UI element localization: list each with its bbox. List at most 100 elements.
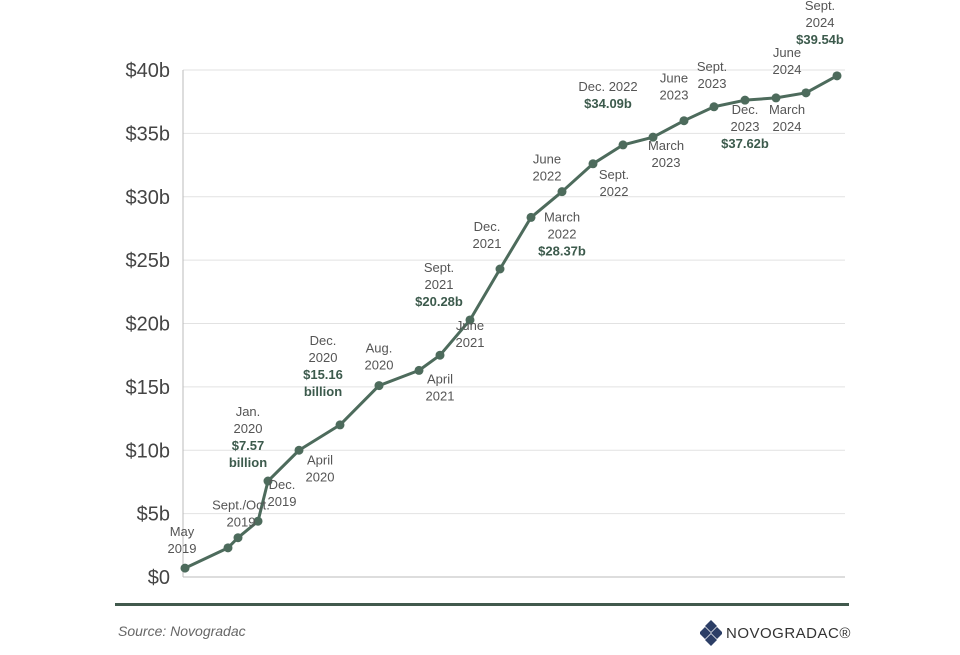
data-point xyxy=(180,563,190,573)
point-label: Dec. 2022 $34.09b xyxy=(578,79,637,111)
point-label: Jan. 2020 $7.57 billion xyxy=(229,404,267,470)
data-point xyxy=(618,140,628,150)
data-point xyxy=(832,71,842,81)
date-label: June xyxy=(773,45,801,60)
date-label: 2019 xyxy=(268,494,297,509)
data-point xyxy=(740,95,750,105)
data-point xyxy=(709,102,719,112)
date-label: Dec. xyxy=(732,102,759,117)
data-point xyxy=(233,533,243,543)
point-label: Dec. 2019 xyxy=(268,477,297,509)
data-point xyxy=(435,350,445,360)
date-label: 2021 xyxy=(425,277,454,292)
point-label: Aug. 2020 xyxy=(365,341,394,373)
y-tick-label: $10b xyxy=(126,440,171,462)
point-label: March 2022 $28.37b xyxy=(538,209,586,258)
date-label: Dec. xyxy=(310,333,337,348)
date-label: 2020 xyxy=(234,421,263,436)
axes xyxy=(182,70,845,578)
footer-divider xyxy=(115,603,849,606)
point-label: Sept. 2022 xyxy=(599,167,629,199)
date-label: 2022 xyxy=(600,184,629,199)
date-label: April xyxy=(307,452,333,467)
value-label: $7.57 xyxy=(232,438,265,453)
y-tick-label: $30b xyxy=(126,187,171,209)
date-label: 2020 xyxy=(365,358,394,373)
brand-name: NOVOGRADAC® xyxy=(726,624,851,642)
date-label: Sept. xyxy=(697,59,727,74)
date-label: Dec. 2022 xyxy=(578,79,637,94)
date-label: June xyxy=(456,318,484,333)
point-label: March 2024 xyxy=(769,102,805,134)
data-point xyxy=(414,365,424,375)
novogradac-logo-icon xyxy=(700,620,722,646)
data-point xyxy=(374,381,384,391)
date-label: 2022 xyxy=(533,169,562,184)
data-point xyxy=(771,93,781,103)
point-label: Dec. 2020 $15.16 billion xyxy=(303,333,343,399)
data-point xyxy=(801,88,811,98)
date-label: Aug. xyxy=(366,341,393,356)
y-tick-labels: $0 $5b $10b $15b $20b $25b $30b $35b $40b xyxy=(126,60,171,589)
y-tick-label: $35b xyxy=(126,123,171,145)
data-point xyxy=(335,420,345,430)
date-label: 2021 xyxy=(426,388,455,403)
value-label: $20.28b xyxy=(415,294,463,309)
data-point xyxy=(465,315,475,325)
date-label: Dec. xyxy=(474,219,501,234)
date-label: 2024 xyxy=(773,62,802,77)
date-label: 2023 xyxy=(731,119,760,134)
value-label: $15.16 xyxy=(303,367,343,382)
point-label: Sept./Oct. 2019 xyxy=(212,498,270,530)
date-label: June xyxy=(533,152,561,167)
date-label: 2024 xyxy=(773,119,802,134)
date-label: 2019 xyxy=(227,515,256,530)
point-label: June 2024 xyxy=(773,45,802,77)
date-label: 2021 xyxy=(456,335,485,350)
data-points xyxy=(180,71,842,573)
point-label: Sept. 2023 xyxy=(697,59,727,91)
y-tick-label: $5b xyxy=(137,504,170,526)
point-label: May 2019 xyxy=(168,524,197,556)
grid-lines xyxy=(183,69,845,515)
date-label: May xyxy=(170,524,195,539)
date-label: 2020 xyxy=(309,350,338,365)
point-label: June 2022 xyxy=(533,152,562,184)
data-point xyxy=(294,445,304,455)
data-point xyxy=(495,264,505,274)
date-label: March xyxy=(648,138,684,153)
data-point xyxy=(526,212,536,222)
point-label: April 2021 xyxy=(426,371,455,403)
point-label: Dec. 2021 xyxy=(473,219,502,251)
date-label: 2023 xyxy=(698,76,727,91)
point-label: June 2023 xyxy=(660,71,689,103)
date-label: Sept./Oct. xyxy=(212,498,270,513)
value-label: billion xyxy=(229,455,267,470)
date-label: Jan. xyxy=(236,404,261,419)
point-label: Sept. 2021 $20.28b xyxy=(415,260,463,309)
data-point xyxy=(557,187,567,197)
point-label: Sept. 2024 $39.54b xyxy=(796,0,844,47)
y-tick-label: $0 xyxy=(148,567,170,589)
data-point xyxy=(253,516,263,526)
date-label: 2023 xyxy=(652,155,681,170)
date-label: 2020 xyxy=(306,469,335,484)
source-note: Source: Novogradac xyxy=(118,623,246,639)
date-label: April xyxy=(427,371,453,386)
value-label: $28.37b xyxy=(538,243,586,258)
date-label: March xyxy=(769,102,805,117)
date-label: June xyxy=(660,71,688,86)
date-label: Sept. xyxy=(599,167,629,182)
value-label: billion xyxy=(304,384,342,399)
date-label: March xyxy=(544,209,580,224)
point-label: June 2021 xyxy=(456,318,485,350)
value-label: $39.54b xyxy=(796,32,844,47)
point-labels: May2019Sept./Oct.2019Dec.2019Jan.2020$7.… xyxy=(168,0,844,556)
date-label: 2019 xyxy=(168,541,197,556)
date-label: 2021 xyxy=(473,236,502,251)
date-label: 2022 xyxy=(548,226,577,241)
y-tick-label: $40b xyxy=(126,60,171,82)
point-label: Dec. 2023 $37.62b xyxy=(721,102,769,151)
value-label: $37.62b xyxy=(721,136,769,151)
